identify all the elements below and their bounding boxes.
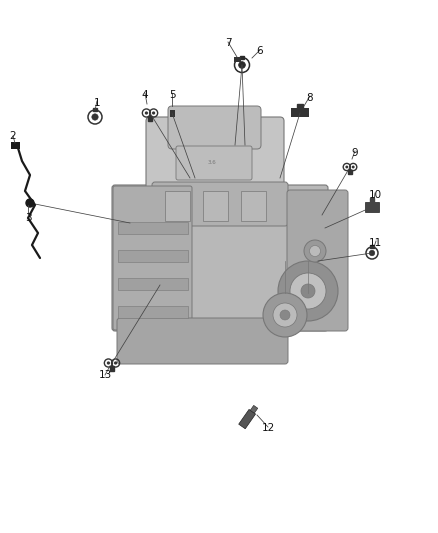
Bar	[370, 198, 374, 202]
FancyBboxPatch shape	[287, 190, 348, 331]
Text: 3: 3	[25, 213, 31, 223]
Circle shape	[352, 166, 355, 168]
Bar	[118, 278, 188, 290]
Circle shape	[145, 111, 148, 115]
Circle shape	[304, 240, 326, 262]
Bar	[234, 57, 241, 62]
Circle shape	[114, 361, 117, 365]
Circle shape	[273, 303, 297, 327]
Text: 6: 6	[257, 46, 263, 56]
Bar	[118, 222, 188, 234]
FancyBboxPatch shape	[117, 318, 288, 364]
Bar	[170, 110, 174, 117]
Bar	[118, 250, 188, 262]
Text: 11: 11	[368, 238, 381, 248]
Bar	[110, 366, 114, 370]
Bar	[370, 246, 374, 248]
Bar	[348, 170, 352, 174]
Bar	[239, 409, 255, 429]
FancyBboxPatch shape	[176, 146, 252, 180]
Text: 7: 7	[225, 38, 231, 48]
FancyBboxPatch shape	[113, 186, 192, 330]
FancyBboxPatch shape	[168, 106, 261, 149]
Circle shape	[278, 261, 338, 321]
Bar	[240, 55, 244, 59]
Text: 9: 9	[352, 148, 358, 158]
Bar	[93, 108, 97, 111]
Circle shape	[290, 273, 326, 309]
Bar	[297, 104, 303, 108]
Circle shape	[301, 284, 315, 298]
Bar	[241, 191, 266, 221]
Circle shape	[107, 361, 110, 365]
Text: 3.6: 3.6	[208, 160, 216, 166]
Text: 13: 13	[99, 370, 112, 380]
Text: 10: 10	[368, 190, 381, 200]
Text: 4: 4	[141, 90, 148, 100]
Bar	[118, 306, 188, 318]
Circle shape	[239, 62, 245, 68]
Bar	[250, 406, 258, 413]
Circle shape	[310, 246, 321, 256]
Text: 1: 1	[94, 98, 100, 108]
Circle shape	[92, 114, 98, 120]
Bar	[203, 191, 228, 221]
FancyBboxPatch shape	[112, 185, 328, 331]
Bar	[365, 202, 379, 212]
Circle shape	[345, 166, 348, 168]
Circle shape	[280, 310, 290, 320]
Bar	[11, 142, 20, 149]
Text: 8: 8	[307, 93, 313, 103]
Circle shape	[26, 199, 34, 207]
Bar	[148, 116, 152, 120]
Text: 12: 12	[261, 423, 275, 433]
Text: 5: 5	[169, 90, 175, 100]
Circle shape	[369, 251, 374, 256]
Bar	[291, 108, 309, 117]
FancyBboxPatch shape	[152, 182, 288, 226]
Bar	[165, 191, 190, 221]
Circle shape	[152, 111, 155, 115]
FancyBboxPatch shape	[146, 117, 284, 195]
Circle shape	[263, 293, 307, 337]
Text: 2: 2	[10, 131, 16, 141]
